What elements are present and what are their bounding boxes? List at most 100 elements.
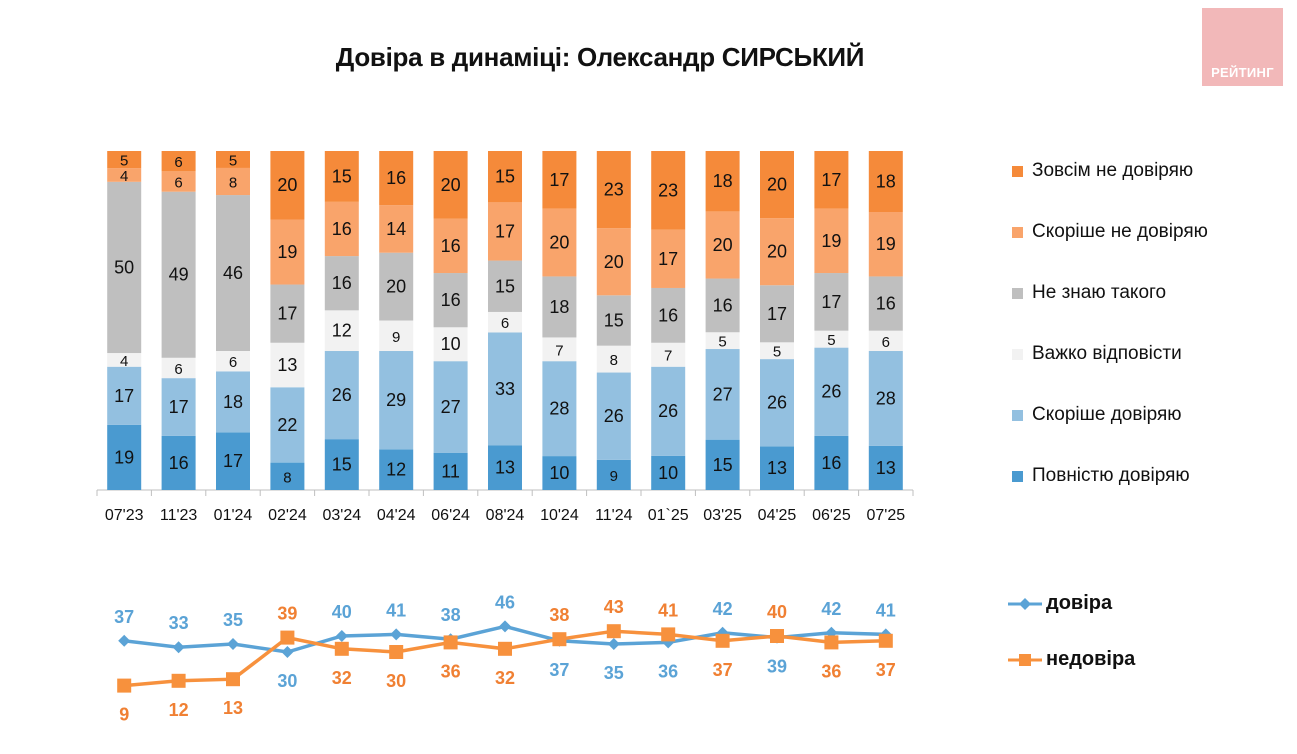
bar-segment-hard-to-say: [814, 330, 849, 348]
bar-data-label: 17: [658, 249, 678, 269]
bar-data-label: 5: [773, 344, 781, 361]
distrust-marker: [334, 641, 349, 656]
x-tick-label: 04'24: [377, 507, 416, 524]
bar-data-label: 12: [386, 460, 406, 480]
trust-marker: [118, 634, 131, 647]
distrust-marker: [498, 641, 512, 656]
distrust-data-label: 40: [767, 602, 787, 622]
distrust-marker: [389, 645, 404, 659]
bar-data-label: 16: [332, 273, 352, 293]
bar-segment-rather-distrust: [814, 208, 849, 274]
bar-data-label: 6: [174, 175, 182, 192]
x-tick-label: 11'23: [160, 507, 198, 524]
bar-data-label: 17: [277, 304, 297, 324]
bar-data-label: 20: [277, 175, 297, 195]
bar-segment-hard-to-say: [705, 332, 740, 350]
bar-data-label: 16: [441, 236, 461, 256]
bar-segment-rather-trust: [488, 332, 522, 446]
bar-data-label: 5: [120, 153, 128, 170]
bar-segment-hard-to-say: [651, 342, 686, 367]
distrust-marker: [117, 678, 132, 693]
legend-item-full-distrust: Зовсім не довіряю: [1012, 160, 1193, 182]
bar-segment-rather-trust: [161, 378, 196, 436]
bar-segment-dont-know: [216, 195, 250, 352]
bar-segment-full-distrust: [760, 151, 794, 219]
bar-segment-rather-distrust: [705, 211, 740, 279]
trust-data-label: 39: [767, 657, 787, 677]
legend-item-hard-to-say: Важко відповісти: [1012, 343, 1182, 365]
bar-segment-full-distrust: [433, 151, 468, 219]
x-tick-label: 07'25: [866, 507, 905, 524]
legend-label: Повністю довіряю: [1032, 465, 1190, 486]
bar-data-label: 26: [767, 393, 787, 413]
bar-segment-full-trust: [542, 456, 577, 490]
bar-segment-full-distrust: [868, 151, 903, 213]
bar-segment-dont-know: [542, 276, 577, 338]
bar-data-label: 17: [821, 170, 841, 190]
bar-segment-hard-to-say: [596, 345, 631, 373]
distrust-data-label: 30: [386, 671, 406, 691]
bar-data-label: 17: [169, 397, 189, 417]
bar-data-label: 9: [392, 329, 400, 346]
distrust-data-label: 32: [495, 668, 515, 688]
bar-data-label: 17: [223, 451, 243, 471]
bar-data-label: 9: [610, 468, 618, 485]
bar-data-label: 18: [713, 171, 733, 191]
bar-segment-rather-trust: [324, 351, 359, 440]
bar-segment-rather-distrust: [488, 202, 522, 261]
bar-segment-full-distrust: [488, 151, 522, 203]
x-tick-label: 10'24: [540, 507, 579, 524]
bar-data-label: 28: [876, 388, 896, 408]
bar-data-label: 7: [664, 348, 672, 365]
bar-data-label: 18: [876, 172, 896, 192]
legend-swatch: [1012, 226, 1023, 238]
distrust-data-label: 39: [277, 604, 297, 624]
bar-data-label: 17: [114, 386, 134, 406]
distrust-marker: [661, 627, 676, 642]
x-tick-label: 07'23: [105, 507, 144, 524]
bar-segment-rather-distrust: [324, 201, 359, 257]
distrust-data-label: 12: [169, 700, 189, 720]
bar-data-label: 19: [876, 234, 896, 254]
bar-segment-rather-trust: [705, 349, 740, 440]
bar-segment-full-trust: [324, 439, 359, 490]
bar-data-label: 22: [277, 415, 297, 435]
trust-marker: [335, 630, 348, 642]
bar-segment-dont-know: [379, 252, 414, 321]
bar-data-label: 6: [882, 334, 890, 351]
bar-data-label: 46: [223, 263, 243, 283]
bar-segment-rather-distrust: [161, 171, 196, 192]
bar-data-label: 17: [495, 221, 515, 241]
bar-data-label: 20: [549, 233, 569, 253]
bar-data-label: 16: [876, 294, 896, 314]
bar-segment-dont-know: [596, 295, 631, 346]
bar-segment-rather-trust: [868, 351, 903, 446]
bar-segment-full-trust: [814, 435, 849, 490]
bar-segment-rather-trust: [379, 351, 414, 450]
bar-data-label: 10: [658, 463, 678, 483]
distrust-data-label: 13: [223, 698, 243, 718]
trust-marker: [607, 638, 620, 650]
distrust-data-label: 43: [604, 597, 624, 617]
bar-segment-full-distrust: [379, 151, 414, 206]
bar-segment-full-trust: [760, 446, 794, 490]
distrust-data-label: 36: [441, 661, 461, 681]
trust-data-label: 36: [658, 661, 678, 681]
legend-label: довіра: [1046, 592, 1113, 614]
legend-item-distrust: недовіра: [1008, 648, 1135, 671]
trust-data-label: 30: [277, 671, 297, 691]
distrust-data-label: 32: [332, 668, 352, 688]
bar-segment-hard-to-say: [324, 310, 359, 352]
bar-segment-dont-know: [161, 191, 196, 358]
trust-data-label: 35: [223, 610, 243, 630]
legend-label: Скоріше довіряю: [1032, 404, 1182, 425]
trust-data-label: 46: [495, 592, 515, 612]
trust-data-label: 41: [876, 600, 896, 620]
bar-segment-full-trust: [270, 462, 305, 490]
distrust-marker: [824, 635, 839, 650]
bar-segment-full-trust: [161, 435, 196, 490]
bar-data-label: 10: [549, 463, 569, 483]
trust-data-label: 37: [549, 660, 569, 680]
bar-data-label: 15: [495, 276, 515, 296]
bar-data-label: 20: [604, 252, 624, 272]
